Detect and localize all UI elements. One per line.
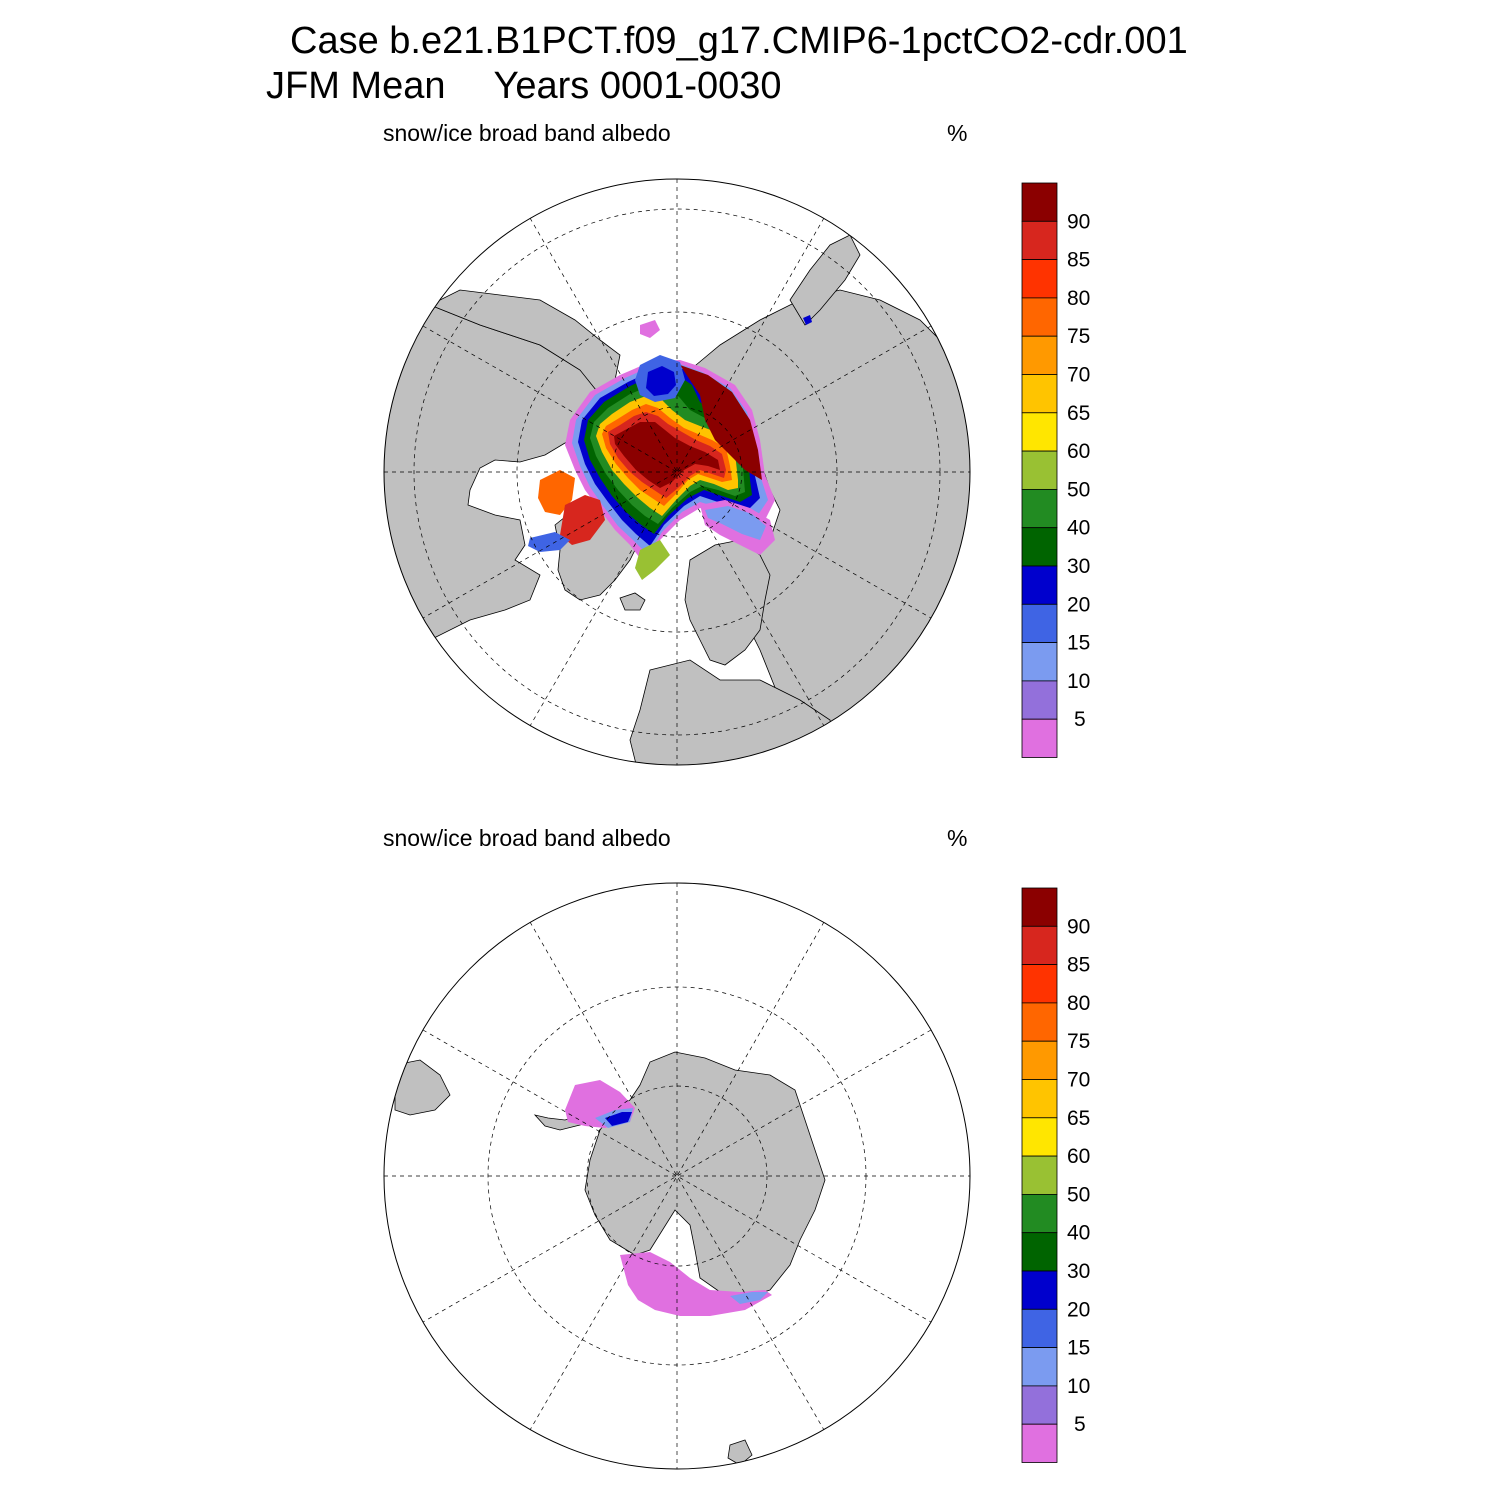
plot-subtitle: JFM Mean Years 0001-0030 — [266, 65, 782, 108]
south-polar-map — [384, 883, 970, 1469]
colorbar-north-swatch-11 — [1021, 603, 1058, 643]
colorbar-south-swatch-14 — [1021, 1423, 1058, 1463]
colorbar-north-level-label: 40 — [1067, 517, 1090, 540]
colorbar-south-swatch-9 — [1021, 1232, 1058, 1272]
alaska-land — [429, 289, 621, 396]
colorbar-north-level-label: 85 — [1067, 249, 1090, 272]
colorbar-north-swatch-6 — [1021, 412, 1058, 452]
colorbar-north-level-label: 90 — [1067, 210, 1090, 233]
colorbar-south-level-label: 30 — [1067, 1260, 1090, 1283]
colorbar-north-level-label: 60 — [1067, 440, 1090, 463]
colorbar-south-swatch-13 — [1021, 1385, 1058, 1425]
colorbar-north-swatch-8 — [1021, 488, 1058, 529]
colorbar-south-level-label: 75 — [1067, 1030, 1090, 1053]
colorbar-north-swatch-4 — [1021, 335, 1058, 375]
colorbar-south-swatch-0 — [1021, 887, 1058, 927]
colorbar-south-swatch-5 — [1021, 1079, 1058, 1119]
colorbar-south-swatch-10 — [1021, 1270, 1058, 1310]
colorbar-south-level-label: 15 — [1067, 1337, 1090, 1360]
years-label: Years 0001-0030 — [493, 65, 782, 107]
island-land — [727, 1439, 753, 1466]
colorbar-north-swatch-9 — [1021, 527, 1058, 567]
colorbar-south-level-label: 20 — [1067, 1298, 1090, 1321]
colorbar-south-swatch-6 — [1021, 1117, 1058, 1157]
sea-ice-albedo-north — [528, 315, 812, 580]
colorbar-north-level-label: 65 — [1067, 402, 1090, 425]
colorbar-south-level-label: 10 — [1067, 1375, 1090, 1398]
colorbar-north-swatch-5 — [1021, 374, 1058, 414]
plot-title: Case b.e21.B1PCT.f09_g17.CMIP6-1pctCO2-c… — [290, 20, 1188, 62]
colorbar-south-swatch-2 — [1021, 964, 1058, 1004]
north-polar-map — [384, 179, 970, 765]
colorbar-south-swatch-7 — [1021, 1155, 1058, 1195]
colorbar-north-level-label: 20 — [1067, 593, 1090, 616]
colorbar-north-level-label: 30 — [1067, 555, 1090, 578]
colorbar-north-level-label: 10 — [1067, 670, 1090, 693]
colorbar-south-swatch-8 — [1021, 1193, 1058, 1234]
colorbar-north-swatch-2 — [1021, 259, 1058, 299]
colorbar-south-level-label: 40 — [1067, 1222, 1090, 1245]
colorbar-north-swatch-12 — [1021, 642, 1058, 682]
colorbar-south-swatch-12 — [1021, 1347, 1058, 1387]
colorbar-north-swatch-7 — [1021, 450, 1058, 490]
north-panel-title: snow/ice broad band albedo — [383, 120, 671, 146]
colorbar-north-level-label: 50 — [1067, 478, 1090, 501]
land-north — [384, 234, 970, 765]
colorbar-north-level-label: 75 — [1067, 325, 1090, 348]
season-label: JFM Mean — [266, 65, 446, 107]
sea-ice-albedo-south — [565, 1080, 772, 1316]
colorbar-south: 90 85 80 75 70 65 60 50 40 30 20 15 10 5 — [1021, 887, 1090, 1463]
colorbar-north-level-label: 70 — [1067, 364, 1090, 387]
colorbar-north-swatch-3 — [1021, 297, 1058, 337]
colorbar-south-level-label: 5 — [1074, 1413, 1086, 1436]
colorbar-north-swatch-1 — [1021, 220, 1058, 260]
graticule-north — [384, 179, 970, 765]
colorbar-south-swatch-11 — [1021, 1308, 1058, 1348]
colorbar-south-level-label: 50 — [1067, 1183, 1090, 1206]
graticule-south — [384, 883, 970, 1469]
colorbar-north-swatch-10 — [1021, 565, 1058, 605]
north-map-border — [383, 178, 971, 766]
south-america-land — [394, 1059, 451, 1116]
colorbar-south-level-label: 60 — [1067, 1145, 1090, 1168]
south-panel-title: snow/ice broad band albedo — [383, 825, 671, 851]
iceland-land — [619, 592, 646, 611]
land-south — [394, 1051, 826, 1466]
colorbar-south-level-label: 70 — [1067, 1069, 1090, 1092]
colorbar-north-swatch-14 — [1021, 718, 1058, 758]
colorbar-south-swatch-1 — [1021, 925, 1058, 965]
colorbar-north-level-label: 5 — [1074, 708, 1086, 731]
colorbar-north-swatch-13 — [1021, 680, 1058, 720]
colorbar-south-level-label: 90 — [1067, 915, 1090, 938]
colorbar-north-swatch-0 — [1021, 182, 1058, 222]
north-panel-units: % — [947, 120, 968, 146]
south-map-border — [383, 882, 971, 1470]
colorbar-north-level-label: 15 — [1067, 632, 1090, 655]
colorbar-south-level-label: 65 — [1067, 1107, 1090, 1130]
colorbar-north: 90 85 80 75 70 65 60 50 40 30 20 15 10 5 — [1021, 182, 1090, 758]
colorbar-south-swatch-3 — [1021, 1002, 1058, 1042]
colorbar-south-level-label: 80 — [1067, 992, 1090, 1015]
colorbar-south-swatch-4 — [1021, 1040, 1058, 1080]
colorbar-north-level-label: 80 — [1067, 287, 1090, 310]
south-panel-units: % — [947, 825, 968, 851]
colorbar-south-level-label: 85 — [1067, 954, 1090, 977]
